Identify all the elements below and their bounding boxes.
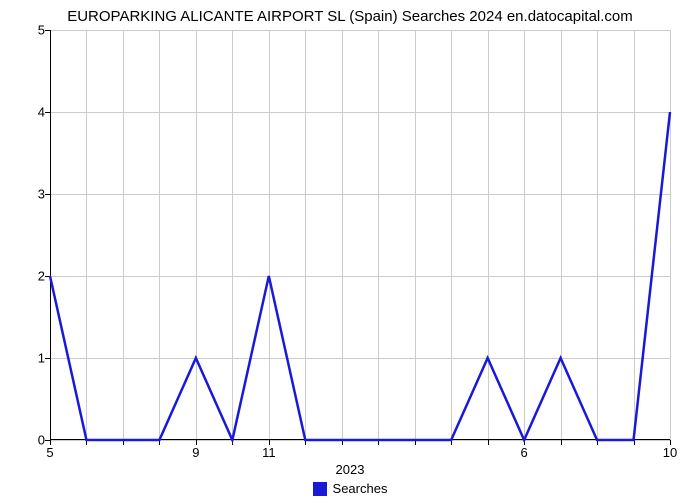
- plot-area: [50, 30, 670, 440]
- legend-swatch: [313, 482, 327, 496]
- legend: Searches: [0, 480, 700, 496]
- x-axis-title: 2023: [0, 462, 700, 477]
- y-tick-label: 2: [5, 269, 45, 284]
- x-tick-label: 9: [192, 445, 199, 460]
- x-tick-mark: [488, 440, 489, 445]
- x-tick-label: 5: [46, 445, 53, 460]
- y-tick-label: 0: [5, 433, 45, 448]
- grid-line-v: [670, 30, 671, 440]
- chart-title: EUROPARKING ALICANTE AIRPORT SL (Spain) …: [0, 8, 700, 25]
- x-tick-label: 6: [520, 445, 527, 460]
- y-tick-label: 3: [5, 187, 45, 202]
- y-tick-label: 1: [5, 351, 45, 366]
- chart-container: EUROPARKING ALICANTE AIRPORT SL (Spain) …: [0, 0, 700, 500]
- x-tick-label: 11: [262, 445, 276, 460]
- y-tick-label: 5: [5, 23, 45, 38]
- y-tick-label: 4: [5, 105, 45, 120]
- line-series: [50, 30, 670, 440]
- x-tick-mark: [561, 440, 562, 445]
- x-tick-label: 10: [663, 445, 677, 460]
- legend-label: Searches: [333, 481, 388, 496]
